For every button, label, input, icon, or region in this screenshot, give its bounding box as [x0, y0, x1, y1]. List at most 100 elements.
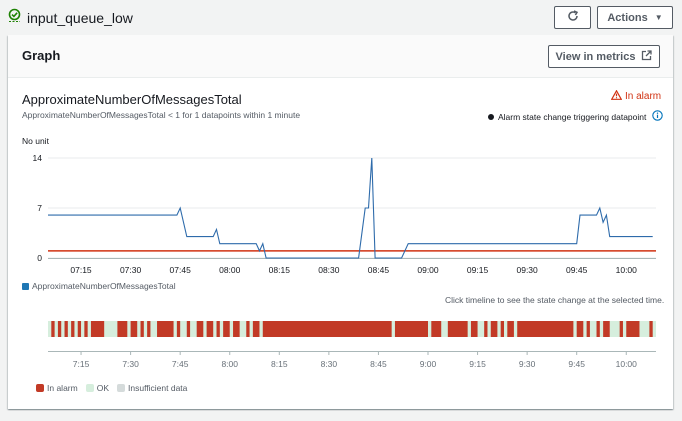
info-icon[interactable] [652, 110, 664, 123]
y-tick-label: 0 [37, 253, 42, 263]
timeline-alarm-segment [447, 321, 468, 337]
series-line [48, 157, 653, 259]
series-legend-label: ApproximateNumberOfMessagesTotal [32, 281, 176, 291]
timeline-alarm-segment [186, 321, 191, 337]
metric-title: ApproximateNumberOfMessagesTotal [22, 92, 242, 107]
actions-label: Actions [607, 11, 648, 24]
card-title: Graph [22, 48, 61, 63]
timeline-alarm-segment [394, 321, 428, 337]
alarm-title-group: input_queue_low [8, 8, 133, 28]
legend-insufficient: Insufficient data [117, 383, 187, 393]
timeline-alarm-segment [500, 321, 504, 337]
graph-card-header: Graph View in metrics [8, 35, 673, 78]
x-tick-label: 08:45 [368, 265, 390, 275]
x-tick-label: 09:45 [566, 265, 588, 275]
timeline-alarm-segment [626, 321, 640, 337]
timeline-alarm-segment [157, 321, 174, 337]
timeline-alarm-segment [77, 321, 82, 337]
x-tick-label: 10:00 [616, 265, 638, 275]
timeline-alarm-segment [586, 321, 590, 337]
actions-button[interactable]: Actions ▼ [597, 6, 673, 29]
refresh-icon [567, 10, 579, 25]
external-link-icon [641, 49, 653, 64]
series-legend[interactable]: ApproximateNumberOfMessagesTotal [22, 281, 176, 291]
trigger-dot [488, 113, 494, 120]
x-tick-label: 07:30 [120, 265, 142, 275]
timeline-alarm-segment [576, 321, 584, 337]
caret-down-icon: ▼ [654, 13, 663, 22]
timeline-alarm-segment [649, 321, 653, 337]
timeline-alarm-segment [90, 321, 105, 337]
timeline-alarm-segment [262, 321, 392, 337]
timeline-alarm-segment [517, 321, 574, 337]
view-in-metrics-button[interactable]: View in metrics [548, 45, 660, 68]
timeline-alarm-segment [619, 321, 623, 337]
x-tick-label: 08:30 [318, 265, 340, 275]
legend-ok: OK [85, 383, 109, 393]
metric-line-chart[interactable]: 0 7 14 07:15 07:30 07:45 08:00 08:15 08:30 08:45 0… [8, 147, 673, 277]
timeline-legend: In alarm OK Insufficient data [36, 383, 195, 393]
timeline-alarm-segment [252, 321, 260, 337]
timeline-alarm-segment [596, 321, 600, 337]
timeline-tick-label: 7:15 [73, 359, 90, 369]
alarm-state-timeline[interactable]: 7:15 7:30 7:45 8:00 8:15 8:30 8:45 9:00 9:15 9:30… [8, 315, 673, 377]
alarm-condition: ApproximateNumberOfMessagesTotal < 1 for… [22, 110, 301, 120]
timeline-tick-label: 8:45 [370, 359, 387, 369]
insufficient-swatch [117, 384, 125, 392]
in-alarm-swatch [36, 384, 44, 392]
timeline-alarm-segment [490, 321, 498, 337]
timeline-alarm-segment [140, 321, 144, 337]
timeline-alarm-segment [196, 321, 204, 337]
alarm-name: input_queue_low [27, 10, 133, 26]
check-circle-icon [8, 8, 21, 28]
x-tick-label: 09:30 [516, 265, 538, 275]
trigger-legend: Alarm state change triggering datapoint [488, 110, 664, 123]
timeline-hint: Click timeline to see the state change a… [445, 295, 665, 305]
timeline-alarm-segment [246, 321, 250, 337]
timeline-alarm-segment [147, 321, 151, 337]
timeline-alarm-segment [431, 321, 442, 337]
timeline-tick-label: 9:00 [420, 359, 437, 369]
warning-triangle-icon [610, 89, 625, 103]
x-tick-label: 07:15 [70, 265, 92, 275]
y-tick-label: 7 [37, 203, 42, 213]
timeline-tick-label: 8:15 [271, 359, 288, 369]
view-in-metrics-label: View in metrics [555, 50, 636, 63]
alarm-state-label: In alarm [625, 91, 662, 102]
timeline-alarm-segment [206, 321, 214, 337]
timeline-alarm-segment [484, 321, 488, 337]
x-tick-label: 09:15 [467, 265, 489, 275]
series-swatch [22, 282, 29, 290]
timeline-tick-label: 9:45 [568, 359, 585, 369]
x-tick-label: 08:15 [269, 265, 291, 275]
x-tick-label: 09:00 [417, 265, 439, 275]
timeline-alarm-segment [233, 321, 240, 337]
insufficient-label: Insufficient data [128, 383, 188, 393]
alarm-state-indicator: In alarm [610, 89, 662, 103]
timeline-alarm-segment [130, 321, 138, 337]
timeline-tick-label: 10:00 [616, 359, 638, 369]
timeline-alarm-segment [603, 321, 610, 337]
timeline-tick-label: 9:30 [519, 359, 536, 369]
timeline-tick-label: 7:45 [172, 359, 189, 369]
graph-card: Graph View in metrics ApproximateNumberO… [8, 35, 673, 409]
x-tick-label: 08:00 [219, 265, 241, 275]
y-unit-label: No unit [22, 136, 49, 146]
timeline-tick-label: 8:00 [221, 359, 238, 369]
timeline-alarm-segment [216, 321, 220, 337]
timeline-tick-label: 8:30 [321, 359, 338, 369]
timeline-alarm-segment [57, 321, 62, 337]
timeline-alarm-segment [176, 321, 181, 337]
in-alarm-label: In alarm [47, 383, 78, 393]
timeline-alarm-segment [64, 321, 68, 337]
ok-label: OK [96, 383, 109, 393]
ok-swatch [85, 384, 94, 392]
refresh-button[interactable] [554, 6, 591, 29]
timeline-alarm-segment [51, 321, 55, 337]
timeline-alarm-segment [71, 321, 75, 337]
timeline-alarm-segment [470, 321, 478, 337]
y-tick-label: 14 [33, 153, 43, 163]
timeline-alarm-segment [84, 321, 88, 337]
x-tick-label: 07:45 [170, 265, 192, 275]
timeline-alarm-segment [223, 321, 230, 337]
